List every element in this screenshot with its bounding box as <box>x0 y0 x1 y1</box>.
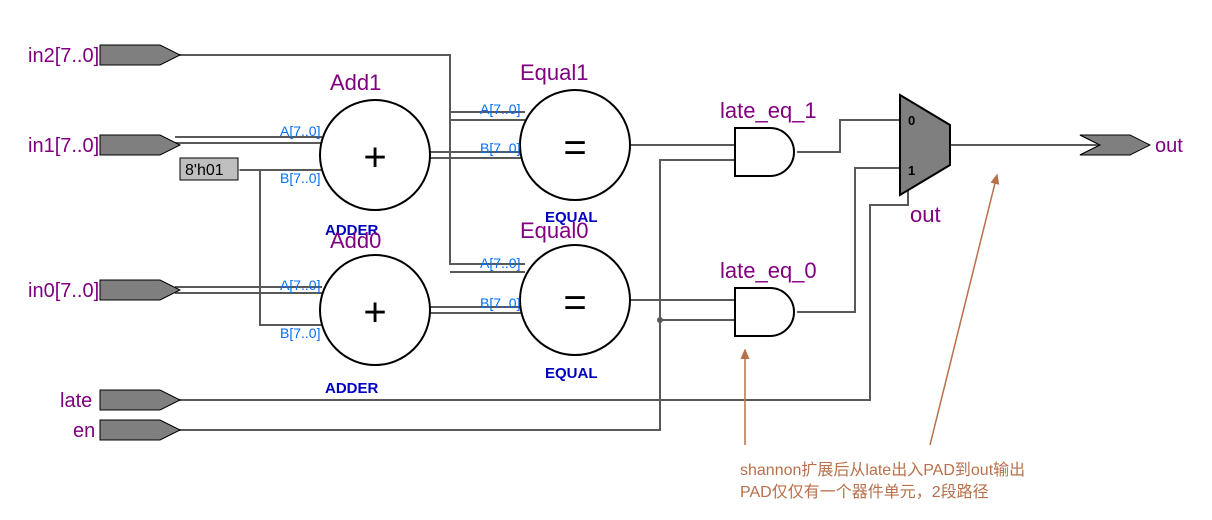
block-add0: + Add0 A[7..0] B[7..0] ADDER <box>280 228 430 397</box>
and0-name: late_eq_0 <box>720 258 817 283</box>
add0-type: ADDER <box>325 380 379 397</box>
eq1-name: Equal1 <box>520 60 589 85</box>
gate-and0: late_eq_0 <box>720 258 817 336</box>
eq0-type: EQUAL <box>545 365 598 382</box>
add1-name: Add1 <box>330 70 381 95</box>
annotation-line2: PAD仅仅有一个器件单元，2段路径 <box>740 483 989 501</box>
svg-text:+: + <box>363 291 386 335</box>
svg-text:=: = <box>563 126 586 170</box>
constant-label: 8'h01 <box>185 162 224 179</box>
pin-in1-label: in1[7..0] <box>28 135 99 157</box>
block-eq0: = Equal0 A[7..0] B[7..0] EQUAL <box>480 218 630 382</box>
add0-porta: A[7..0] <box>280 277 320 293</box>
eq0-name: Equal0 <box>520 218 589 243</box>
and1-name: late_eq_1 <box>720 98 817 123</box>
mux-sel0: 0 <box>908 113 915 128</box>
add1-portb: B[7..0] <box>280 170 320 186</box>
add1-porta: A[7..0] <box>280 123 320 139</box>
pin-in0-label: in0[7..0] <box>28 280 99 302</box>
pin-late-label: late <box>60 390 92 412</box>
mux-name: out <box>910 202 941 227</box>
annotation-line1: shannon扩展后从late出入PAD到out输出 <box>740 461 1025 479</box>
svg-text:=: = <box>563 281 586 325</box>
block-add1: + Add1 A[7..0] B[7..0] ADDER <box>280 70 430 239</box>
mux-sel1: 1 <box>908 163 915 178</box>
add0-portb: B[7..0] <box>280 325 320 341</box>
mux-out: 0 1 out <box>900 95 950 227</box>
add0-name: Add0 <box>330 228 381 253</box>
eq1-portb: B[7..0] <box>480 140 520 156</box>
gate-and1: late_eq_1 <box>720 98 817 176</box>
pin-en: en <box>73 420 180 442</box>
pin-out-label: out <box>1155 135 1183 157</box>
pin-en-label: en <box>73 420 95 442</box>
svg-text:+: + <box>363 136 386 180</box>
pin-in2: in2[7..0] <box>28 45 180 67</box>
pin-in2-label: in2[7..0] <box>28 45 99 67</box>
eq0-porta: A[7..0] <box>480 255 520 271</box>
pin-in0: in0[7..0] <box>28 280 180 302</box>
pin-in1: in1[7..0] <box>28 135 180 157</box>
pin-late: late <box>60 390 180 412</box>
annotation: shannon扩展后从late出入PAD到out输出 PAD仅仅有一个器件单元，… <box>740 175 1025 501</box>
block-eq1: = Equal1 A[7..0] B[7..0] EQUAL <box>480 60 630 226</box>
eq0-portb: B[7..0] <box>480 295 520 311</box>
eq1-porta: A[7..0] <box>480 101 520 117</box>
